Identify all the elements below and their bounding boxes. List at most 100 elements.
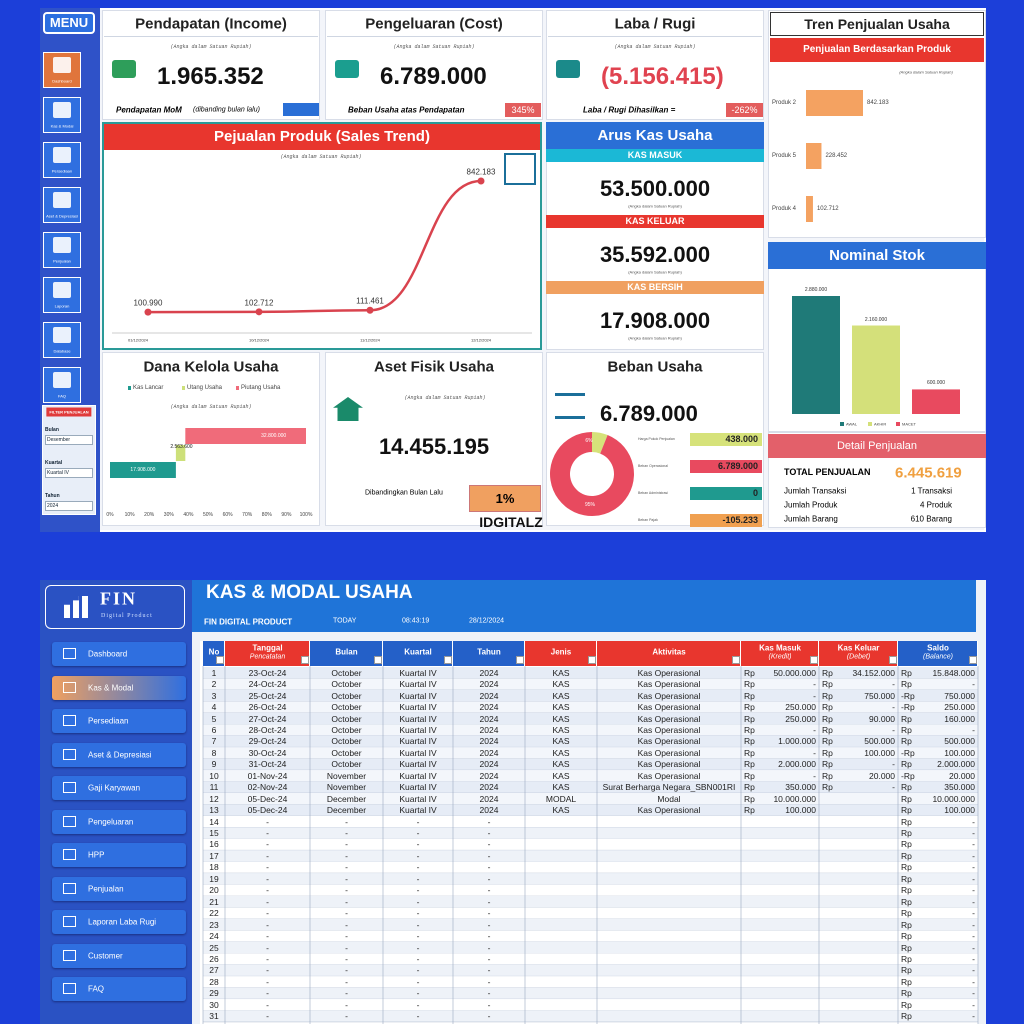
cell: Rp xyxy=(901,931,912,942)
nav-button[interactable] xyxy=(52,675,186,700)
nav-label: Laporan xyxy=(54,303,70,309)
cell: KAS xyxy=(552,724,570,735)
cell: 2024 xyxy=(479,679,499,690)
cell: 2024 xyxy=(479,805,499,816)
cell: 05-Dec-24 xyxy=(247,805,288,816)
cell: 15.848.000 xyxy=(932,667,975,678)
cell: - xyxy=(266,999,269,1010)
nav-label: Laporan Laba Rugi xyxy=(88,917,157,927)
header-text: Pencatatan xyxy=(249,653,286,661)
cell: Kuartal IV xyxy=(399,805,437,816)
cell: Kas Operasional xyxy=(637,690,701,701)
nav-label: HPP xyxy=(88,850,105,860)
cell: 02-Nov-24 xyxy=(247,782,288,793)
nav-button[interactable] xyxy=(52,843,186,867)
cell: - xyxy=(416,896,420,907)
nav-label: Dashboard xyxy=(88,649,128,659)
filter-arrow xyxy=(732,656,740,664)
cell: December xyxy=(326,805,367,816)
cell: 100.000 xyxy=(944,747,975,758)
legend-bar xyxy=(690,433,762,446)
card-divider xyxy=(548,36,762,37)
kpi-value: 6.789.000 xyxy=(380,63,487,90)
header-text: Kas Keluar xyxy=(837,643,880,653)
nav-button[interactable] xyxy=(52,876,186,901)
cell: - xyxy=(416,999,420,1010)
cell: 100.000 xyxy=(864,747,895,758)
cell: - xyxy=(487,999,491,1010)
x-tick-label: 0% xyxy=(106,512,114,518)
cell: 10 xyxy=(209,770,219,781)
x-tick-label: 50% xyxy=(202,512,214,518)
cell: October xyxy=(331,702,362,713)
nav-icon xyxy=(63,715,76,726)
cell: KAS xyxy=(552,713,570,724)
cell: Rp xyxy=(901,736,912,747)
cell: 11 xyxy=(209,782,219,793)
cell: 9 xyxy=(211,759,217,770)
compare-label: Dibandingkan Bulan Lalu xyxy=(365,489,443,497)
header-text: (Balance) xyxy=(923,653,953,661)
cell: - xyxy=(487,988,491,999)
cell: - xyxy=(266,828,269,839)
card-title: Laba / Rugi xyxy=(614,15,696,33)
nav-button[interactable] xyxy=(52,709,186,733)
nav-button[interactable] xyxy=(52,943,186,968)
cell: - xyxy=(487,896,491,907)
cell: Kuartal IV xyxy=(399,736,437,747)
nav-glyph xyxy=(53,147,71,163)
cell: -Rp xyxy=(901,770,915,781)
nav-glyph xyxy=(53,282,71,298)
nav-label: Aset & Depresiasi xyxy=(46,213,78,219)
cell: 30-Oct-24 xyxy=(248,747,287,758)
cell: Rp xyxy=(822,770,833,781)
cell: 750.000 xyxy=(864,690,895,701)
kpi-ratio: 345% xyxy=(505,103,541,117)
nav-button[interactable] xyxy=(52,809,186,834)
nav-button[interactable] xyxy=(52,742,186,767)
cell: - xyxy=(345,953,348,964)
cell: Kuartal IV xyxy=(399,747,437,758)
cell: 90.000 xyxy=(869,713,895,724)
cell: Kuartal IV xyxy=(399,770,437,781)
header-text: (Debet) xyxy=(846,653,871,661)
cell: Rp xyxy=(744,702,755,713)
cell: - xyxy=(972,885,975,896)
cell: - xyxy=(892,759,895,770)
unit-note: (Angka dalam Satuan Rupiah) xyxy=(899,69,953,75)
cell: Rp xyxy=(822,736,833,747)
menu-button[interactable]: MENU xyxy=(43,12,95,34)
nav-button[interactable] xyxy=(52,910,186,934)
unit-note: (Angka dalam Satuan Rupiah) xyxy=(614,44,696,50)
cell: October xyxy=(331,713,362,724)
header-text: Aktivitas xyxy=(652,647,686,657)
cell: Modal xyxy=(657,793,681,804)
cell: 26 xyxy=(209,953,219,964)
nav-button[interactable] xyxy=(52,977,186,1001)
cell: Kas Operasional xyxy=(637,679,701,690)
cell: 2024 xyxy=(479,770,499,781)
cell: - xyxy=(416,931,420,942)
nav-button[interactable] xyxy=(52,776,186,800)
cell: Rp xyxy=(822,759,833,770)
cell: Rp xyxy=(744,724,755,735)
legend-value: 438.000 xyxy=(725,434,758,444)
filter-label: Tahun xyxy=(45,493,60,499)
cell: - xyxy=(345,976,348,987)
section-label: KAS MASUK xyxy=(546,149,764,162)
filter-field xyxy=(45,435,93,445)
cell: 18 xyxy=(209,862,219,873)
nav-button[interactable] xyxy=(52,642,186,666)
cell: Rp xyxy=(901,828,912,839)
data-label: 100.990 xyxy=(133,298,163,308)
donut-label: 6% xyxy=(585,438,593,444)
nav-glyph xyxy=(53,57,71,73)
cell: Rp xyxy=(901,782,912,793)
cell: - xyxy=(416,839,420,850)
logo-subtitle: Digital Product xyxy=(101,613,153,619)
cell: - xyxy=(345,999,348,1010)
cell: Rp xyxy=(901,873,912,884)
filter-arrow xyxy=(588,656,596,664)
cell: - xyxy=(345,828,348,839)
cell: November xyxy=(326,770,367,781)
